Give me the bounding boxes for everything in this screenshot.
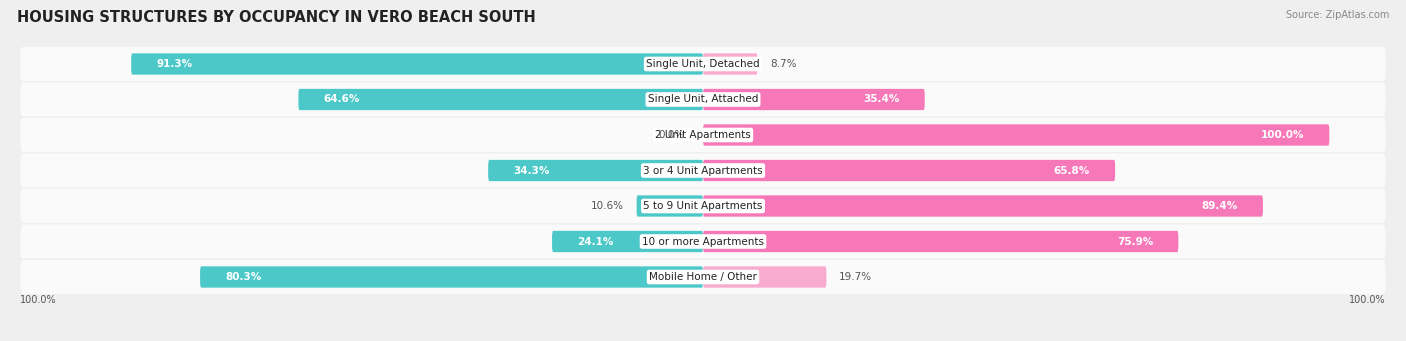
Text: Source: ZipAtlas.com: Source: ZipAtlas.com (1285, 10, 1389, 20)
FancyBboxPatch shape (553, 231, 703, 252)
Text: 0.0%: 0.0% (658, 130, 685, 140)
Text: 19.7%: 19.7% (839, 272, 872, 282)
FancyBboxPatch shape (131, 53, 703, 75)
FancyBboxPatch shape (20, 83, 1386, 117)
FancyBboxPatch shape (20, 260, 1386, 294)
FancyBboxPatch shape (298, 89, 703, 110)
FancyBboxPatch shape (20, 189, 1386, 223)
FancyBboxPatch shape (703, 231, 1178, 252)
Text: 10 or more Apartments: 10 or more Apartments (643, 237, 763, 247)
FancyBboxPatch shape (20, 224, 1386, 258)
FancyBboxPatch shape (637, 195, 703, 217)
Text: 75.9%: 75.9% (1116, 237, 1153, 247)
FancyBboxPatch shape (703, 89, 925, 110)
Text: 5 to 9 Unit Apartments: 5 to 9 Unit Apartments (644, 201, 762, 211)
FancyBboxPatch shape (703, 160, 1115, 181)
Text: 65.8%: 65.8% (1054, 165, 1090, 176)
FancyBboxPatch shape (703, 124, 1329, 146)
Text: 2 Unit Apartments: 2 Unit Apartments (655, 130, 751, 140)
Text: 100.0%: 100.0% (1348, 295, 1386, 305)
Text: 89.4%: 89.4% (1202, 201, 1237, 211)
FancyBboxPatch shape (488, 160, 703, 181)
Text: Mobile Home / Other: Mobile Home / Other (650, 272, 756, 282)
Text: 35.4%: 35.4% (863, 94, 900, 104)
Text: 64.6%: 64.6% (323, 94, 360, 104)
Text: 3 or 4 Unit Apartments: 3 or 4 Unit Apartments (643, 165, 763, 176)
FancyBboxPatch shape (200, 266, 703, 288)
FancyBboxPatch shape (20, 153, 1386, 188)
Text: HOUSING STRUCTURES BY OCCUPANCY IN VERO BEACH SOUTH: HOUSING STRUCTURES BY OCCUPANCY IN VERO … (17, 10, 536, 25)
FancyBboxPatch shape (703, 266, 827, 288)
Text: 34.3%: 34.3% (513, 165, 550, 176)
FancyBboxPatch shape (703, 53, 758, 75)
FancyBboxPatch shape (703, 195, 1263, 217)
Text: Single Unit, Attached: Single Unit, Attached (648, 94, 758, 104)
Text: 8.7%: 8.7% (770, 59, 797, 69)
Text: 100.0%: 100.0% (1261, 130, 1305, 140)
Text: Single Unit, Detached: Single Unit, Detached (647, 59, 759, 69)
Text: 24.1%: 24.1% (576, 237, 613, 247)
Text: 80.3%: 80.3% (225, 272, 262, 282)
Text: 91.3%: 91.3% (156, 59, 193, 69)
FancyBboxPatch shape (20, 47, 1386, 81)
Text: 100.0%: 100.0% (20, 295, 58, 305)
Text: 10.6%: 10.6% (591, 201, 624, 211)
FancyBboxPatch shape (20, 118, 1386, 152)
